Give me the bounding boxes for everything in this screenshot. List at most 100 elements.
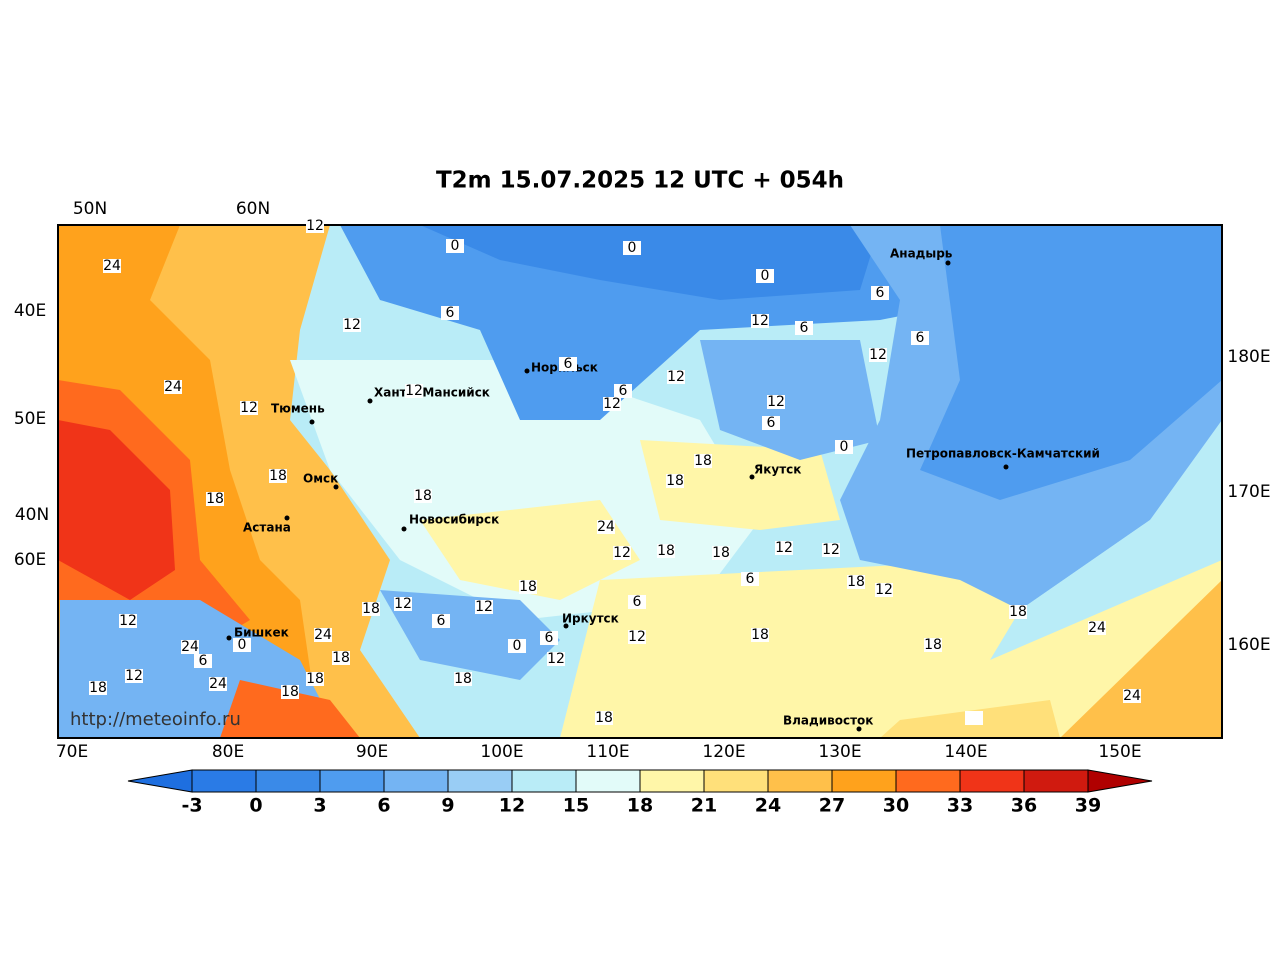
contour-label: 24	[597, 519, 615, 535]
contour-label: 12	[628, 629, 646, 645]
colorbar: -3 0 3 6 9 12 15 18 21 24 27 30 33 36 39	[127, 769, 1153, 817]
city-dot	[524, 368, 530, 374]
colorbar-tick-label: 21	[691, 795, 717, 817]
colorbar-tick-label: 9	[441, 795, 454, 817]
contour-label: 18	[666, 473, 684, 489]
colorbar-tick-label: 39	[1075, 795, 1101, 817]
city-dot	[1003, 464, 1009, 470]
contour-label: 12	[751, 313, 769, 329]
colorbar-tick-label: 36	[1011, 795, 1037, 817]
lon-label: 130E	[818, 742, 861, 762]
contour-label-bg	[871, 286, 889, 300]
contour-label: 12	[547, 651, 565, 667]
colorbar-tick-label: 33	[947, 795, 973, 817]
contour-label-bg	[756, 269, 774, 283]
colorbar-tick-label: 3	[313, 795, 326, 817]
contour-label-bg	[125, 669, 143, 683]
contour-label: 6	[619, 383, 628, 399]
lon-label: 110E	[586, 742, 629, 762]
contour-label: 6	[633, 594, 642, 610]
contour-label-bg	[362, 602, 380, 616]
contour-label-bg	[762, 416, 780, 430]
city-dot	[309, 419, 315, 425]
axis-label: 40E	[14, 301, 46, 321]
contour-label: 6	[767, 415, 776, 431]
contour-label: 18	[657, 543, 675, 559]
contour-label-bg	[1009, 605, 1027, 619]
contour-label-bg	[623, 241, 641, 255]
contour-label: 12	[306, 218, 324, 234]
axis-label: 60E	[14, 550, 46, 570]
contour-label-bg	[775, 541, 793, 555]
colorbar-bin	[383, 769, 449, 793]
contour-label-bg	[547, 652, 565, 666]
contour-label: 6	[916, 330, 925, 346]
colorbar-bin	[575, 769, 641, 793]
contour-label: 6	[564, 356, 573, 372]
contour-label-bg	[269, 469, 287, 483]
contour-label-bg	[751, 628, 769, 642]
colorbar-bin	[767, 769, 833, 793]
colorbar-tick-label: 0	[249, 795, 262, 817]
city-name: Тюмень	[271, 402, 325, 416]
contour-label: 24	[314, 627, 332, 643]
contour-label: 18	[306, 671, 324, 687]
contour-label: 24	[1088, 620, 1106, 636]
contour-label: 24	[103, 258, 121, 274]
contour-label: 6	[876, 285, 885, 301]
contour-label-bg	[446, 239, 464, 253]
colorbar-tick-label: 30	[883, 795, 909, 817]
city-name: Иркутск	[562, 612, 619, 626]
contour-label: 12	[475, 599, 493, 615]
contour-label-bg	[194, 654, 212, 668]
contour-label-bg	[240, 401, 258, 415]
contour-label-bg	[1088, 621, 1106, 635]
contour-label-bg	[475, 600, 493, 614]
contour-label-bg	[209, 677, 227, 691]
contour-label: 6	[446, 305, 455, 321]
city-name: Петропавловск-Камчатский	[906, 447, 1100, 461]
colorbar-bin	[255, 769, 321, 793]
contour-label: 6	[746, 571, 755, 587]
contour-label: 12	[405, 383, 423, 399]
contour-label-bg	[1123, 689, 1141, 703]
contour-label: 0	[761, 268, 770, 284]
city-dot	[226, 635, 232, 641]
city-name: Ханты-Мансийск	[374, 386, 490, 400]
contour-label-bg	[103, 259, 121, 273]
contour-label-bg	[405, 384, 423, 398]
city-name: Владивосток	[783, 714, 873, 728]
contour-label: 24	[209, 676, 227, 692]
contour-label: 18	[332, 650, 350, 666]
city-name: Якутск	[754, 463, 801, 477]
contour-label-bg	[432, 614, 450, 628]
contour-label: 6	[545, 630, 554, 646]
lon-label: 140E	[944, 742, 987, 762]
contour-label: 12	[775, 540, 793, 556]
colorbar-bin	[831, 769, 897, 793]
contour-label-bg	[628, 630, 646, 644]
contour-label-bg	[306, 672, 324, 686]
contour-label: 6	[199, 653, 208, 669]
contour-label: 18	[1009, 604, 1027, 620]
contour-label: 12	[394, 596, 412, 612]
contour-label-bg	[119, 614, 137, 628]
source-url: http://meteoinfo.ru	[70, 709, 241, 730]
colorbar-tick-label: 24	[755, 795, 781, 817]
city-name: Омск	[303, 472, 338, 486]
contour-label-bg	[911, 331, 929, 345]
contour-label-bg	[281, 685, 299, 699]
colorbar-bin	[895, 769, 961, 793]
contour-label-bg	[847, 575, 865, 589]
contour-label: 0	[513, 638, 522, 654]
city-dot	[333, 484, 339, 490]
colorbar-tick-label: 15	[563, 795, 589, 817]
contour-label-bg	[694, 454, 712, 468]
contour-label: 12	[667, 369, 685, 385]
city-dot	[401, 526, 407, 532]
contour-label-bg	[822, 543, 840, 557]
contour-label-bg	[835, 440, 853, 454]
contour-label: 18	[414, 488, 432, 504]
axis-label: 170E	[1227, 482, 1270, 502]
contour-label-bg	[332, 651, 350, 665]
